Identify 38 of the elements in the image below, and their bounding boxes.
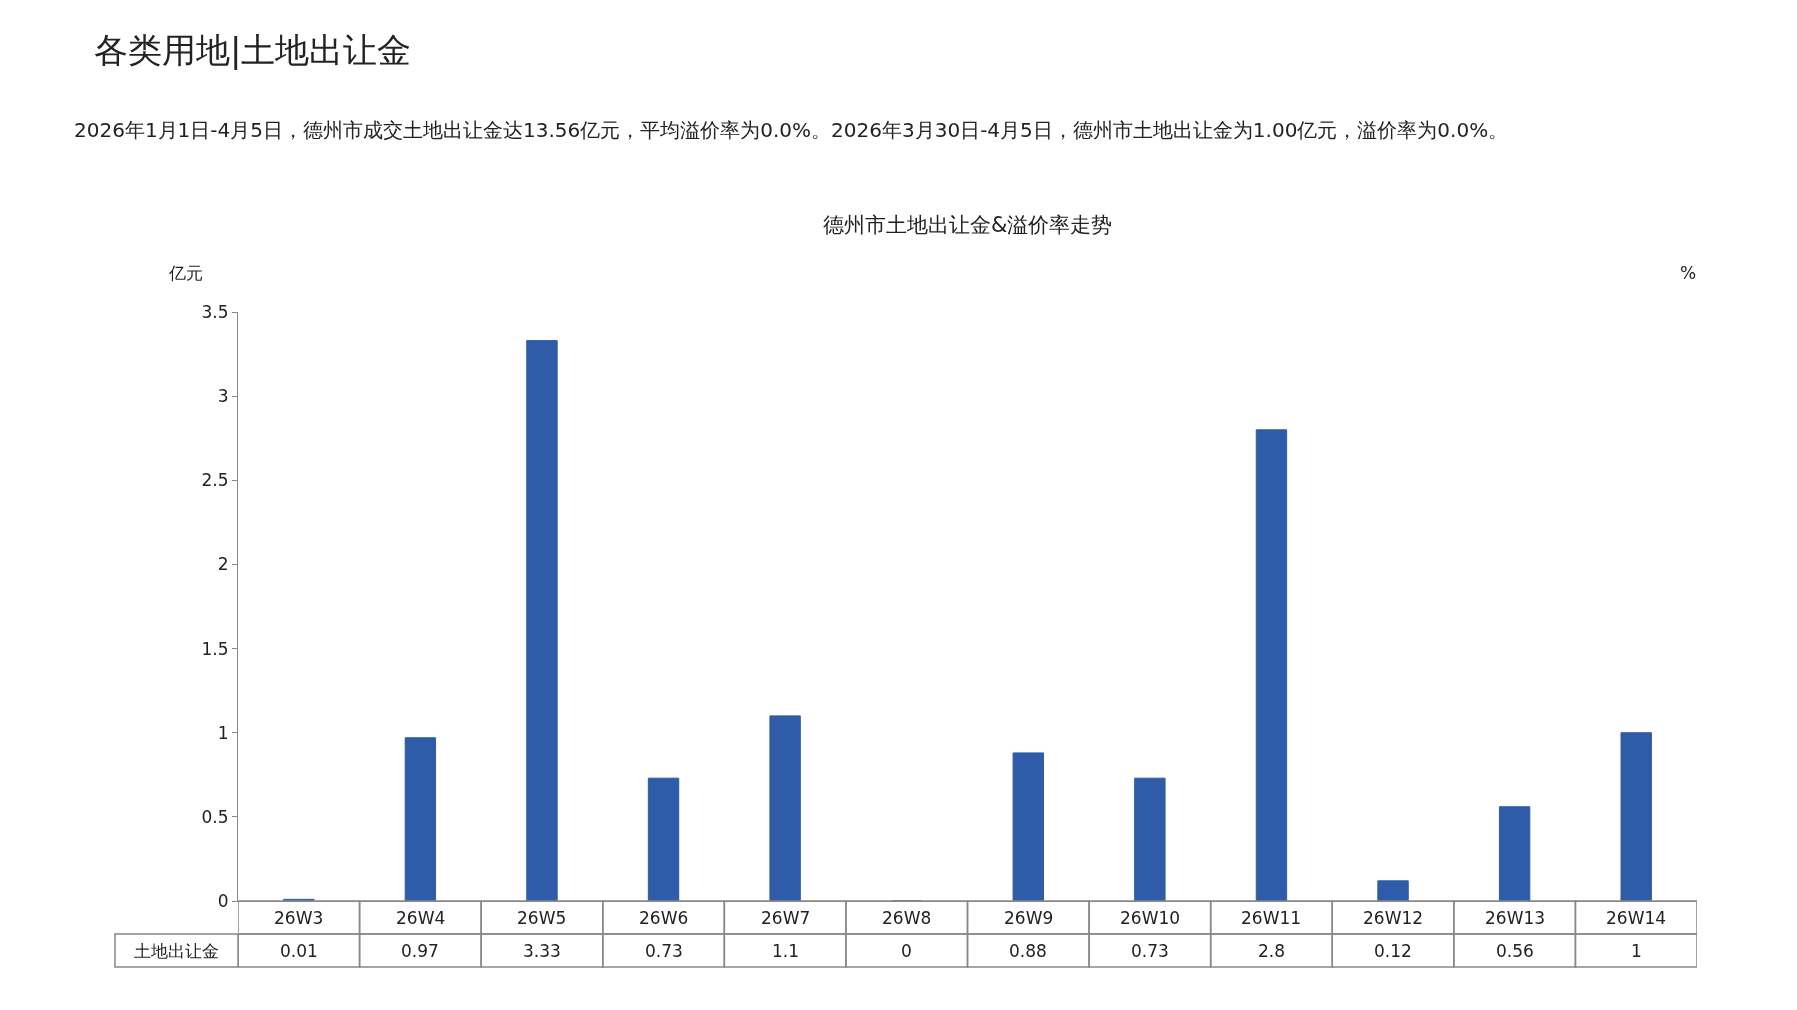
y-tick-label: 3.5 — [201, 301, 229, 322]
x-tick-label: 26W13 — [1485, 908, 1546, 928]
y-tick-label: 2.5 — [201, 470, 229, 491]
data-label: 0.97 — [401, 941, 439, 961]
data-label: 0.01 — [280, 941, 318, 961]
y-tick-label: 1 — [217, 722, 229, 743]
y-axis-title: 亿元 — [168, 263, 203, 283]
y-tick-label: 0 — [217, 890, 229, 911]
x-tick-label: 26W8 — [882, 908, 932, 928]
x-tick-label: 26W14 — [1606, 908, 1667, 928]
data-label: 0.56 — [1496, 941, 1534, 961]
data-label: 0.73 — [1131, 941, 1169, 961]
y-tick-label: 3 — [217, 386, 229, 407]
text: 2026年1月1日-4月5日，德州市成交土地出让金达13.56亿元，平均溢价率为0.0%。2026年3月30日-4月5日，德州市土地出让金为1.00亿元，溢价率为0.0%。 — [74, 118, 1509, 142]
data-label: 0.88 — [1009, 941, 1047, 961]
x-tick-label: 26W7 — [761, 908, 811, 928]
text: 土地出让金 — [134, 941, 219, 961]
x-tick-label: 26W4 — [396, 908, 446, 928]
y2-axis-title: % — [1680, 263, 1697, 283]
chart-title: 各类用地|土地出让金 — [94, 30, 412, 70]
y-tick-label: 2 — [217, 554, 229, 575]
x-tick-label: 26W10 — [1120, 908, 1181, 928]
x-tick-label: 26W9 — [1004, 908, 1054, 928]
x-tick-label: 26W12 — [1363, 908, 1424, 928]
data-label: 0 — [901, 941, 912, 961]
chart-subtitle: 德州市土地出让金&溢价率走势 — [823, 213, 1113, 237]
data-label: 1.1 — [772, 941, 800, 961]
x-tick-label: 26W5 — [517, 908, 567, 928]
data-label: 3.33 — [523, 941, 561, 961]
x-tick-label: 26W3 — [274, 908, 324, 928]
y-tick-label: 1.5 — [201, 638, 229, 659]
y-tick-label: 0.5 — [201, 806, 229, 827]
data-label: 0.12 — [1374, 941, 1412, 961]
x-tick-label: 26W11 — [1241, 908, 1302, 928]
data-label: 2.8 — [1258, 941, 1286, 961]
data-label: 0.73 — [645, 941, 683, 961]
data-label: 1 — [1631, 941, 1642, 961]
x-tick-label: 26W6 — [639, 908, 689, 928]
